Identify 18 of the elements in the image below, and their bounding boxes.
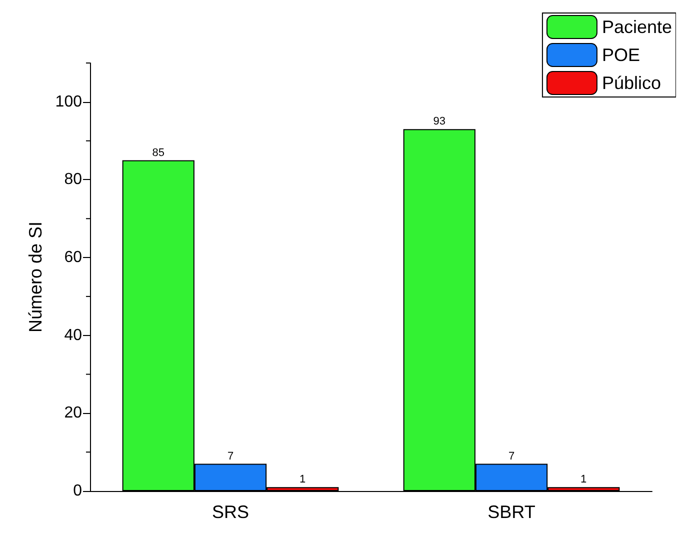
y-tick-label: 0 (73, 482, 82, 500)
y-tick-label: 20 (64, 404, 82, 422)
y-axis-title: Número de SI (25, 221, 46, 333)
y-tick-label: 80 (64, 171, 82, 188)
data-label: 85 (152, 146, 164, 159)
x-tick-label: SBRT (488, 502, 536, 522)
data-label: 1 (580, 474, 587, 486)
data-label: 7 (227, 450, 234, 462)
y-tick-label: 60 (64, 249, 82, 266)
x-tick-label: SRS (212, 502, 250, 522)
legend-label: POE (602, 45, 640, 65)
legend-label: Público (602, 73, 661, 93)
y-tick-label: 40 (64, 326, 82, 344)
legend-label: Paciente (602, 17, 672, 37)
data-label: 1 (300, 474, 306, 486)
y-tick-label: 100 (55, 93, 82, 110)
data-label: 93 (433, 116, 446, 128)
data-label: 7 (508, 450, 515, 462)
